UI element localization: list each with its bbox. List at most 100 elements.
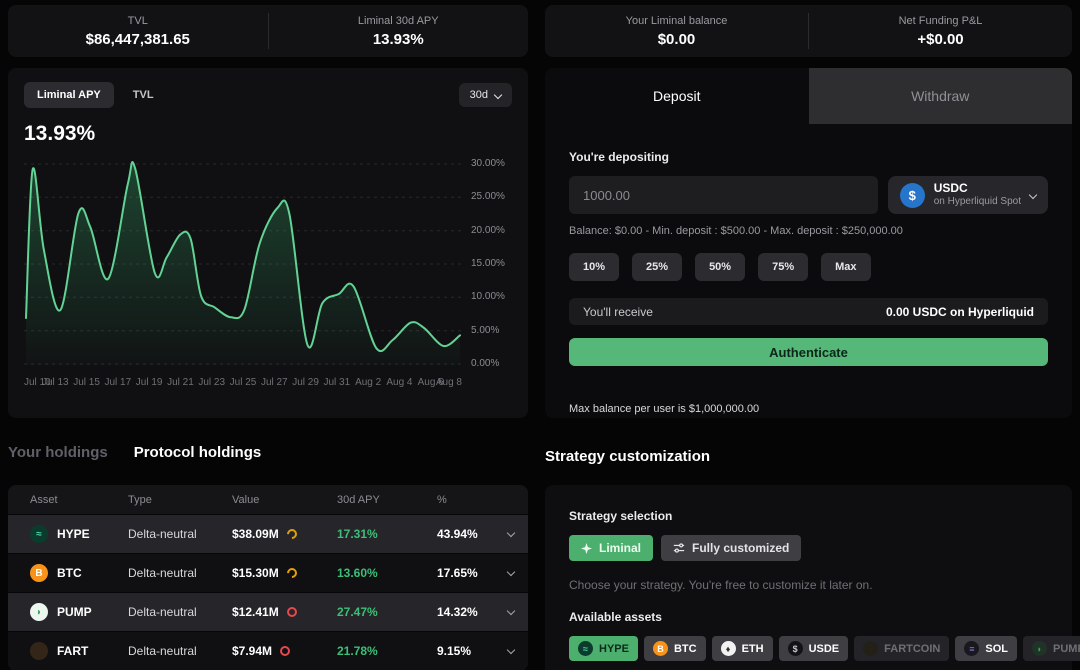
x-axis-tick: Jul 15	[73, 377, 100, 388]
token-network: on Hyperliquid Spot	[933, 196, 1021, 208]
tab-withdraw[interactable]: Withdraw	[808, 68, 1072, 124]
chevron-down-icon[interactable]	[506, 528, 516, 537]
stat-value: $86,447,381.65	[85, 30, 190, 48]
stat-label: TVL	[127, 14, 148, 27]
hype-icon: ≈	[30, 525, 48, 543]
stats-card-right: Your Liminal balance $0.00 Net Funding P…	[545, 5, 1072, 57]
chart-x-labels: Jul 10 Jul 13 Jul 15 Jul 17 Jul 19 Jul 21 Jul …	[24, 377, 462, 391]
strategy-type: Delta-neutral	[128, 566, 197, 580]
x-axis-tick: Jul 27	[260, 377, 288, 388]
x-axis-tick: Jul 31	[323, 377, 351, 388]
table-row-btc[interactable]: B BTC Delta-neutral $15.30M 13.60% 17.65…	[8, 554, 528, 593]
table-row-pump[interactable]: ◗ PUMP Delta-neutral $12.41M 27.47% 14.3…	[8, 593, 528, 632]
asset-pct: 17.65%	[437, 566, 478, 580]
pump-icon: ◗	[1032, 641, 1047, 656]
stat-value: $0.00	[657, 30, 696, 48]
col-asset: Asset	[30, 493, 58, 506]
divider	[267, 13, 269, 49]
tab-deposit[interactable]: Deposit	[545, 68, 809, 124]
receive-label: You'll receive	[583, 304, 653, 319]
sparkle-icon	[581, 542, 592, 554]
tab-your-holdings[interactable]: Your holdings	[8, 444, 108, 461]
chart-y-labels: 30.00% 25.00% 20.00% 15.00% 10.00% 5.00% 0.00%	[462, 158, 512, 370]
sol-icon: ≡	[964, 641, 980, 656]
x-axis-tick: Jul 19	[135, 377, 163, 388]
option-label: Fully customized	[692, 541, 790, 555]
authenticate-button[interactable]: Authenticate	[569, 338, 1048, 366]
chip-label: HYPE	[599, 642, 629, 655]
strategy-options: Liminal Fully customized	[569, 535, 1048, 561]
strategy-type: Delta-neutral	[128, 605, 197, 619]
col-apy: 30d APY	[337, 493, 380, 506]
tab-liminal-apy[interactable]: Liminal APY	[24, 82, 114, 108]
amount-input[interactable]	[569, 176, 878, 214]
holdings-table: Asset Type Value 30d APY % ≈ HYPE Delta-…	[8, 485, 528, 670]
chevron-down-icon	[1028, 190, 1038, 200]
x-axis-tick: Aug 8	[435, 377, 462, 388]
chevron-down-icon[interactable]	[506, 606, 516, 615]
quick-max-button[interactable]: Max	[821, 253, 871, 281]
strategy-hint: Choose your strategy. You're free to cus…	[569, 578, 873, 592]
table-header: Asset Type Value 30d APY %	[8, 485, 528, 515]
asset-chip-usde[interactable]: $ USDE	[778, 636, 849, 661]
max-balance-note: Max balance per user is $1,000,000.00	[569, 403, 760, 415]
hype-icon: ≈	[578, 641, 593, 656]
asset-value: $38.09M	[232, 527, 279, 541]
range-label: 30d	[469, 89, 488, 101]
token-selector[interactable]: $ USDC on Hyperliquid Spot	[887, 176, 1048, 214]
bottom-row: Your holdings Protocol holdings Asset Ty…	[8, 444, 1080, 670]
chevron-down-icon[interactable]	[506, 645, 516, 654]
btc-icon: B	[30, 564, 48, 582]
x-axis-tick: Aug 4	[386, 377, 413, 388]
asset-cell: B BTC	[30, 564, 128, 582]
y-axis-tick: 30.00%	[471, 158, 505, 169]
y-axis-tick: 25.00%	[471, 191, 505, 203]
asset-chip-hype[interactable]: ≈ HYPE	[569, 636, 638, 661]
tab-protocol-holdings[interactable]: Protocol holdings	[133, 444, 262, 461]
stat-label: Liminal 30d APY	[357, 14, 439, 27]
asset-chip-pump[interactable]: ◗ PUMP	[1023, 636, 1080, 661]
deposit-panel: Deposit Withdraw You're depositing $ USD…	[545, 68, 1072, 418]
quick-50-button[interactable]: 50%	[695, 253, 746, 281]
fartcoin-icon	[863, 641, 879, 656]
table-row-fart[interactable]: FART Delta-neutral $7.94M 21.78% 9.15%	[8, 632, 528, 670]
stat-value: +$0.00	[917, 30, 964, 48]
asset-chip-eth[interactable]: ♦ ETH	[711, 636, 773, 661]
asset-cell: ◗ PUMP	[30, 603, 128, 621]
holdings-tabs: Your holdings Protocol holdings	[8, 444, 528, 461]
receive-row: You'll receive 0.00 USDC on Hyperliquid	[569, 298, 1048, 325]
asset-symbol: FART	[57, 644, 89, 658]
asset-chip-btc[interactable]: B BTC	[643, 636, 706, 661]
status-ring-icon	[284, 526, 299, 542]
fully-customized-button[interactable]: Fully customized	[661, 535, 802, 561]
usdc-icon: $	[899, 182, 925, 208]
strategy-type: Delta-neutral	[128, 527, 197, 541]
asset-apy: 13.60%	[337, 566, 378, 580]
fart-icon	[30, 642, 48, 660]
quick-75-button[interactable]: 75%	[758, 253, 809, 281]
chip-label: FARTCOIN	[884, 642, 941, 655]
table-row-hype[interactable]: ≈ HYPE Delta-neutral $38.09M 17.31% 43.9…	[8, 515, 528, 554]
asset-symbol: PUMP	[57, 605, 92, 619]
depositing-label: You're depositing	[569, 150, 669, 164]
btc-icon: B	[652, 641, 668, 656]
y-axis-tick: 15.00%	[471, 258, 505, 269]
asset-apy: 27.47%	[337, 605, 378, 619]
tab-tvl[interactable]: TVL	[120, 82, 167, 108]
quick-25-button[interactable]: 25%	[632, 253, 683, 281]
asset-chip-fartcoin[interactable]: FARTCOIN	[854, 636, 950, 661]
range-selector[interactable]: 30d	[458, 83, 512, 107]
col-pct: %	[437, 493, 447, 506]
asset-symbol: BTC	[57, 566, 82, 580]
asset-chip-sol[interactable]: ≡ SOL	[955, 636, 1017, 661]
asset-value: $15.30M	[232, 566, 279, 580]
col-type: Type	[128, 493, 152, 506]
chip-label: ETH	[741, 642, 764, 655]
quick-10-button[interactable]: 10%	[569, 253, 620, 281]
liminal-strategy-button[interactable]: Liminal	[569, 535, 654, 561]
x-axis-tick: Jul 23	[198, 377, 226, 388]
usde-icon: $	[787, 641, 803, 656]
x-axis-tick: Aug 6	[417, 377, 444, 388]
chevron-down-icon[interactable]	[506, 567, 516, 576]
current-apy-value: 13.93%	[24, 122, 96, 145]
